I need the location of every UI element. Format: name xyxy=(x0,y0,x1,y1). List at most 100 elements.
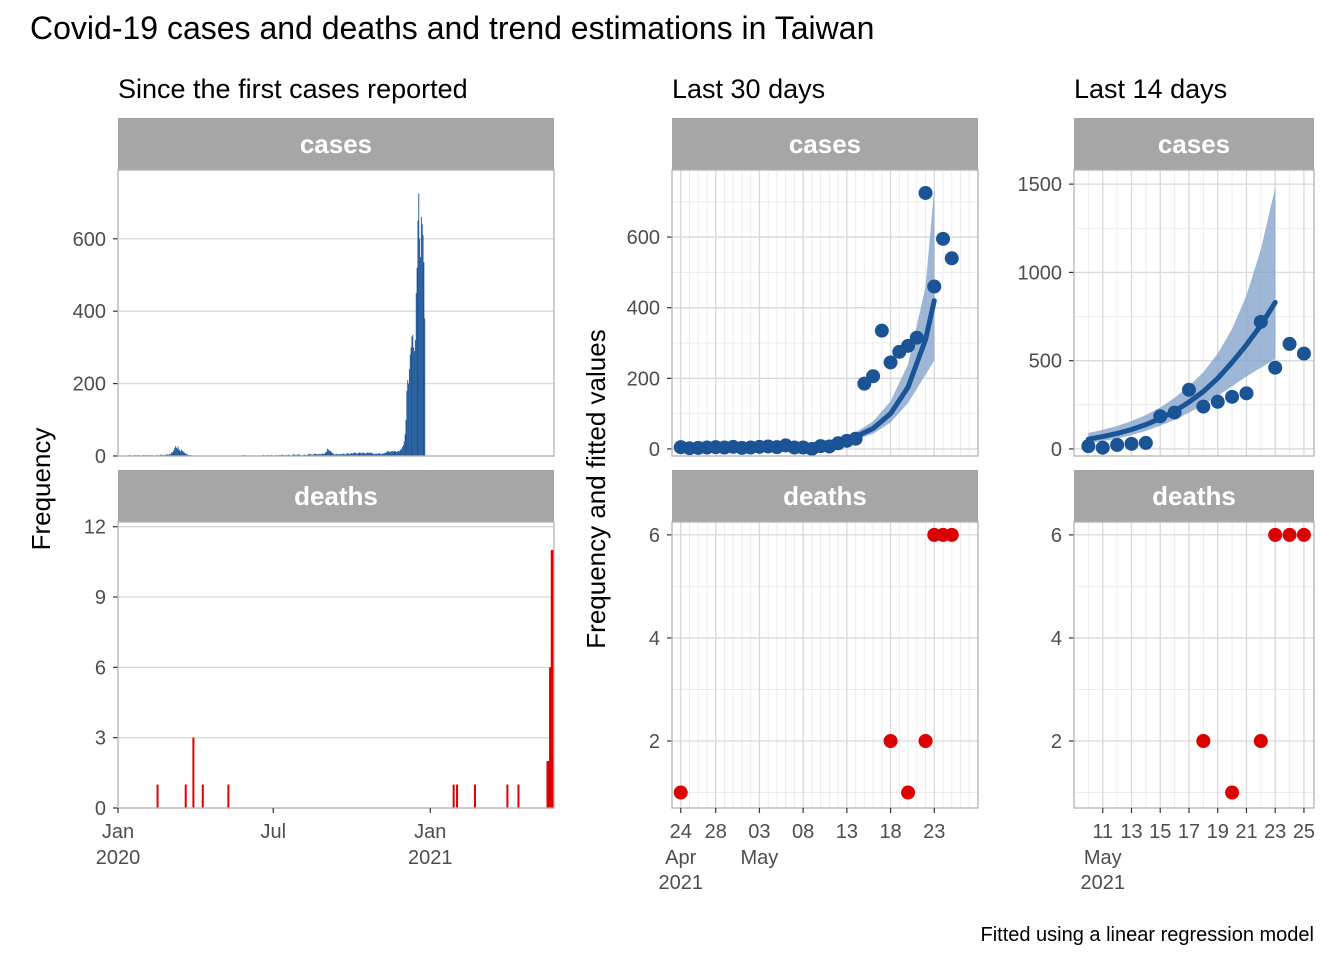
panel-border xyxy=(117,169,555,457)
point xyxy=(1081,439,1096,454)
bar xyxy=(356,453,358,456)
bar xyxy=(411,336,413,456)
y-tick-label: 9 xyxy=(95,587,106,609)
bar xyxy=(396,452,398,456)
bar xyxy=(330,451,332,456)
y-tick-label: 12 xyxy=(84,517,106,539)
bar xyxy=(407,379,409,456)
bar xyxy=(392,451,394,456)
panel-border xyxy=(117,521,555,809)
bar xyxy=(327,449,329,456)
bar xyxy=(340,454,342,456)
bar xyxy=(338,454,340,456)
point xyxy=(1268,527,1283,542)
bar xyxy=(420,256,421,456)
bar xyxy=(381,453,383,456)
panel-border xyxy=(1073,169,1315,457)
y-tick-label: 6 xyxy=(649,525,660,547)
x-tick-label: 28 xyxy=(705,821,727,843)
bar xyxy=(354,452,356,456)
bar xyxy=(304,454,305,456)
bar xyxy=(347,453,349,456)
bar xyxy=(180,451,182,456)
bar xyxy=(171,453,173,456)
x-tick-sublabel: May xyxy=(741,847,779,869)
panel-border xyxy=(671,169,979,457)
y-axis-label: Frequency and fitted values xyxy=(581,329,611,648)
bar xyxy=(297,454,299,456)
bar xyxy=(368,453,370,456)
bar xyxy=(175,446,177,456)
x-tick-sublabel: 2020 xyxy=(96,847,141,869)
x-tick-sublabel: 2021 xyxy=(1080,872,1125,894)
bar xyxy=(307,454,309,456)
bar xyxy=(298,454,300,456)
point xyxy=(1138,435,1153,450)
bar xyxy=(374,453,376,456)
x-tick-label: 23 xyxy=(923,821,945,843)
bar xyxy=(355,453,357,456)
bar xyxy=(456,784,459,808)
y-tick-label: 0 xyxy=(649,439,660,461)
x-tick-sublabel: May xyxy=(1084,847,1122,869)
bar xyxy=(380,454,382,456)
bar xyxy=(334,454,336,456)
bar xyxy=(192,737,195,808)
point xyxy=(1225,389,1240,404)
subtitle-since-first: Since the first cases reported xyxy=(118,74,468,104)
bar xyxy=(551,550,554,808)
bar xyxy=(408,369,410,456)
bar xyxy=(375,453,377,456)
x-tick-label: 19 xyxy=(1207,821,1229,843)
x-tick-label: 08 xyxy=(792,821,814,843)
facet-strip xyxy=(118,118,554,170)
bar xyxy=(313,454,315,456)
facet-strip xyxy=(118,470,554,522)
bar xyxy=(321,453,323,456)
point xyxy=(883,734,898,749)
bar xyxy=(361,453,363,456)
chart-last-14: Last 14 days cases 0 500 1000 1500 deaths 2 4 6 11… xyxy=(1018,74,1316,894)
bar xyxy=(177,446,179,456)
point xyxy=(1296,527,1311,542)
bar xyxy=(186,453,188,456)
bar xyxy=(179,450,181,456)
bar xyxy=(416,267,418,456)
y-tick-label: 600 xyxy=(73,229,106,251)
y-tick-label: 200 xyxy=(627,368,660,390)
facet-content xyxy=(673,185,959,456)
point xyxy=(883,355,898,370)
bar xyxy=(169,453,171,456)
bar xyxy=(385,452,387,456)
x-tick-label: 13 xyxy=(836,821,858,843)
point xyxy=(1253,734,1268,749)
bar xyxy=(371,453,373,456)
bar xyxy=(400,449,402,456)
y-tick-label: 3 xyxy=(95,728,106,750)
bar xyxy=(388,451,390,456)
bar xyxy=(167,454,169,456)
bar xyxy=(166,454,168,456)
bar xyxy=(346,453,348,456)
bar xyxy=(404,434,406,456)
bar xyxy=(367,452,369,456)
bar xyxy=(327,448,328,456)
x-tick-label: 15 xyxy=(1149,821,1171,843)
bar xyxy=(373,454,375,456)
bar xyxy=(315,454,317,456)
facet-strip-label: deaths xyxy=(1152,481,1236,511)
bar xyxy=(323,454,325,456)
panel-border xyxy=(671,521,979,809)
x-tick-label: 17 xyxy=(1178,821,1200,843)
bar xyxy=(417,220,419,456)
y-tick-label: 2 xyxy=(1051,731,1062,753)
bar xyxy=(348,453,350,456)
bar xyxy=(378,453,380,456)
bar xyxy=(322,453,324,456)
bar xyxy=(517,784,520,808)
bar xyxy=(351,453,353,456)
bar xyxy=(181,450,183,456)
bar xyxy=(172,451,174,456)
bar xyxy=(382,453,384,456)
y-tick-label: 2 xyxy=(649,731,660,753)
